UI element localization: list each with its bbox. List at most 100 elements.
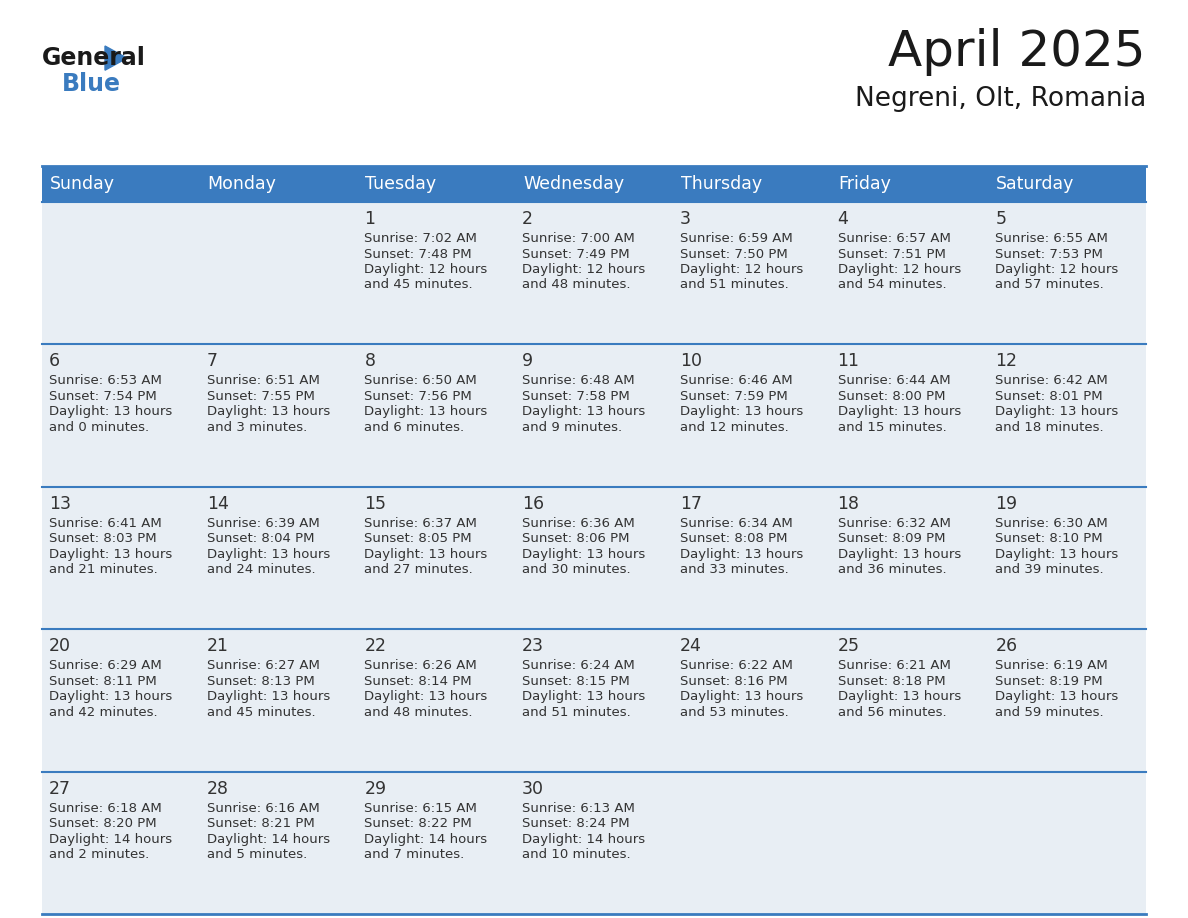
- Text: 30: 30: [523, 779, 544, 798]
- Text: Sunrise: 6:21 AM: Sunrise: 6:21 AM: [838, 659, 950, 672]
- Text: and 45 minutes.: and 45 minutes.: [207, 706, 315, 719]
- Text: and 6 minutes.: and 6 minutes.: [365, 420, 465, 434]
- Text: Sunset: 7:50 PM: Sunset: 7:50 PM: [680, 248, 788, 261]
- Bar: [42, 166, 200, 202]
- Bar: [358, 202, 516, 344]
- Text: Sunset: 8:03 PM: Sunset: 8:03 PM: [49, 532, 157, 545]
- Text: Sunset: 8:13 PM: Sunset: 8:13 PM: [207, 675, 315, 688]
- Bar: [672, 487, 830, 629]
- Text: Daylight: 12 hours: Daylight: 12 hours: [523, 263, 645, 276]
- Text: Sunset: 8:14 PM: Sunset: 8:14 PM: [365, 675, 472, 688]
- Text: Daylight: 13 hours: Daylight: 13 hours: [838, 548, 961, 561]
- Text: 5: 5: [996, 210, 1006, 228]
- Text: and 56 minutes.: and 56 minutes.: [838, 706, 946, 719]
- Text: 18: 18: [838, 495, 860, 513]
- Text: Daylight: 12 hours: Daylight: 12 hours: [996, 263, 1119, 276]
- Text: Monday: Monday: [208, 175, 277, 193]
- Text: and 57 minutes.: and 57 minutes.: [996, 278, 1104, 292]
- Bar: [200, 344, 358, 487]
- Text: Sunset: 7:51 PM: Sunset: 7:51 PM: [838, 248, 946, 261]
- Text: Sunset: 8:05 PM: Sunset: 8:05 PM: [365, 532, 472, 545]
- Text: 24: 24: [680, 637, 702, 655]
- Text: Sunrise: 6:26 AM: Sunrise: 6:26 AM: [365, 659, 478, 672]
- Text: Sunrise: 6:36 AM: Sunrise: 6:36 AM: [523, 517, 634, 530]
- Text: 26: 26: [996, 637, 1017, 655]
- Text: Daylight: 13 hours: Daylight: 13 hours: [49, 548, 172, 561]
- Bar: [988, 202, 1146, 344]
- Text: Daylight: 12 hours: Daylight: 12 hours: [365, 263, 488, 276]
- Text: Sunrise: 6:55 AM: Sunrise: 6:55 AM: [996, 232, 1108, 245]
- Text: Sunset: 8:00 PM: Sunset: 8:00 PM: [838, 390, 946, 403]
- Text: 3: 3: [680, 210, 691, 228]
- Bar: [516, 487, 672, 629]
- Bar: [672, 344, 830, 487]
- Text: and 3 minutes.: and 3 minutes.: [207, 420, 307, 434]
- Bar: [516, 772, 672, 914]
- Text: and 2 minutes.: and 2 minutes.: [49, 848, 150, 861]
- Text: Sunset: 8:20 PM: Sunset: 8:20 PM: [49, 817, 157, 830]
- Text: and 51 minutes.: and 51 minutes.: [680, 278, 789, 292]
- Text: Daylight: 13 hours: Daylight: 13 hours: [996, 690, 1119, 703]
- Text: and 0 minutes.: and 0 minutes.: [49, 420, 150, 434]
- Text: and 7 minutes.: and 7 minutes.: [365, 848, 465, 861]
- Text: Friday: Friday: [839, 175, 891, 193]
- Text: Sunday: Sunday: [50, 175, 115, 193]
- Text: and 18 minutes.: and 18 minutes.: [996, 420, 1104, 434]
- Text: Sunset: 8:16 PM: Sunset: 8:16 PM: [680, 675, 788, 688]
- Text: Sunset: 8:06 PM: Sunset: 8:06 PM: [523, 532, 630, 545]
- Text: General: General: [42, 46, 146, 70]
- Text: Sunrise: 6:27 AM: Sunrise: 6:27 AM: [207, 659, 320, 672]
- Text: 25: 25: [838, 637, 860, 655]
- Text: Sunset: 8:19 PM: Sunset: 8:19 PM: [996, 675, 1102, 688]
- Text: 23: 23: [523, 637, 544, 655]
- Text: Sunrise: 7:00 AM: Sunrise: 7:00 AM: [523, 232, 634, 245]
- Bar: [42, 629, 200, 772]
- Text: Sunrise: 6:32 AM: Sunrise: 6:32 AM: [838, 517, 950, 530]
- Text: Daylight: 13 hours: Daylight: 13 hours: [523, 406, 645, 419]
- Text: Sunset: 7:59 PM: Sunset: 7:59 PM: [680, 390, 788, 403]
- Text: and 5 minutes.: and 5 minutes.: [207, 848, 307, 861]
- Bar: [200, 772, 358, 914]
- Text: Sunset: 7:55 PM: Sunset: 7:55 PM: [207, 390, 315, 403]
- Text: Sunset: 8:08 PM: Sunset: 8:08 PM: [680, 532, 788, 545]
- Bar: [200, 487, 358, 629]
- Text: Daylight: 13 hours: Daylight: 13 hours: [680, 548, 803, 561]
- Text: Sunrise: 6:15 AM: Sunrise: 6:15 AM: [365, 801, 478, 814]
- Text: Saturday: Saturday: [997, 175, 1075, 193]
- Bar: [988, 166, 1146, 202]
- Text: Daylight: 13 hours: Daylight: 13 hours: [207, 690, 330, 703]
- Text: and 33 minutes.: and 33 minutes.: [680, 564, 789, 577]
- Text: Daylight: 13 hours: Daylight: 13 hours: [680, 690, 803, 703]
- Text: Sunset: 8:21 PM: Sunset: 8:21 PM: [207, 817, 315, 830]
- Text: Sunrise: 6:18 AM: Sunrise: 6:18 AM: [49, 801, 162, 814]
- Text: 21: 21: [207, 637, 229, 655]
- Text: and 48 minutes.: and 48 minutes.: [365, 706, 473, 719]
- Text: Sunrise: 6:16 AM: Sunrise: 6:16 AM: [207, 801, 320, 814]
- Text: Daylight: 14 hours: Daylight: 14 hours: [49, 833, 172, 845]
- Text: Sunrise: 6:13 AM: Sunrise: 6:13 AM: [523, 801, 636, 814]
- Text: April 2025: April 2025: [889, 28, 1146, 76]
- Text: and 59 minutes.: and 59 minutes.: [996, 706, 1104, 719]
- Bar: [42, 772, 200, 914]
- Text: Sunrise: 6:19 AM: Sunrise: 6:19 AM: [996, 659, 1108, 672]
- Text: Daylight: 13 hours: Daylight: 13 hours: [365, 548, 488, 561]
- Text: 28: 28: [207, 779, 229, 798]
- Text: Daylight: 13 hours: Daylight: 13 hours: [680, 406, 803, 419]
- Text: Sunrise: 6:22 AM: Sunrise: 6:22 AM: [680, 659, 792, 672]
- Text: 9: 9: [523, 353, 533, 370]
- Text: and 48 minutes.: and 48 minutes.: [523, 278, 631, 292]
- Text: Sunset: 7:58 PM: Sunset: 7:58 PM: [523, 390, 630, 403]
- Text: Thursday: Thursday: [681, 175, 762, 193]
- Text: and 12 minutes.: and 12 minutes.: [680, 420, 789, 434]
- Text: Daylight: 13 hours: Daylight: 13 hours: [49, 406, 172, 419]
- Bar: [830, 166, 988, 202]
- Bar: [988, 487, 1146, 629]
- Text: Sunrise: 6:42 AM: Sunrise: 6:42 AM: [996, 375, 1108, 387]
- Text: and 21 minutes.: and 21 minutes.: [49, 564, 158, 577]
- Bar: [988, 629, 1146, 772]
- Text: Sunset: 8:18 PM: Sunset: 8:18 PM: [838, 675, 946, 688]
- Text: and 53 minutes.: and 53 minutes.: [680, 706, 789, 719]
- Text: Sunset: 8:10 PM: Sunset: 8:10 PM: [996, 532, 1102, 545]
- Text: Daylight: 13 hours: Daylight: 13 hours: [838, 406, 961, 419]
- Text: and 9 minutes.: and 9 minutes.: [523, 420, 623, 434]
